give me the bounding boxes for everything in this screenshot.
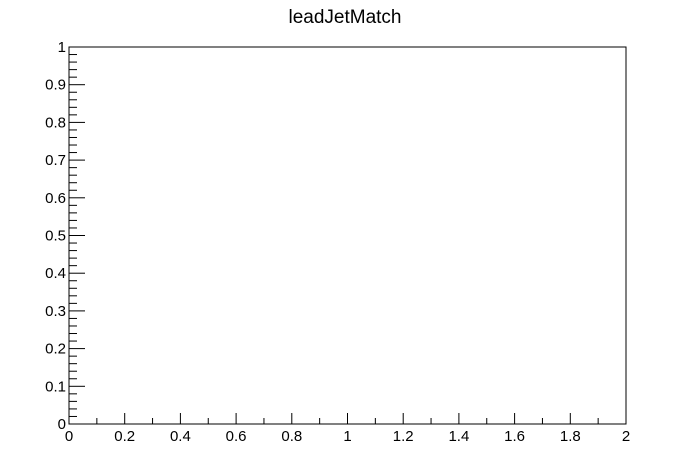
y-tick-label: 0.2: [45, 341, 66, 358]
plot-frame: [68, 46, 627, 425]
x-tick-label: 1.6: [504, 428, 525, 445]
y-tick-label: 0.8: [45, 114, 66, 131]
y-tick-label: 0.5: [45, 228, 66, 245]
x-tick-label: 0.2: [114, 428, 135, 445]
y-tick-label: 0.9: [45, 77, 66, 94]
y-tick-label: 0.3: [45, 303, 66, 320]
y-axis: 0 0.1 0.2 0.3 0.4 0.5 0.6 0.7 0.8 0.9 1: [45, 39, 85, 433]
x-tick-label: 1.4: [448, 428, 469, 445]
y-tick-label: 0.6: [45, 190, 66, 207]
x-tick-label: 0.4: [170, 428, 191, 445]
x-tick-label: 0: [65, 428, 73, 445]
y-tick-label: 0.7: [45, 152, 66, 169]
x-tick-label: 1: [343, 428, 351, 445]
x-tick-label: 2: [622, 428, 630, 445]
x-tick-label: 1.8: [560, 428, 581, 445]
x-tick-label: 0.8: [281, 428, 302, 445]
y-tick-label: 0: [58, 416, 66, 433]
x-axis: 0 0.2 0.4 0.6 0.8 1 1.2 1.4 1.6 1.8 2: [65, 413, 630, 445]
y-tick-label: 0.1: [45, 378, 66, 395]
x-tick-label: 1.2: [393, 428, 414, 445]
chart-title: leadJetMatch: [288, 7, 401, 28]
y-tick-label: 0.4: [45, 265, 66, 282]
y-tick-label: 1: [58, 39, 66, 56]
x-tick-label: 0.6: [226, 428, 247, 445]
